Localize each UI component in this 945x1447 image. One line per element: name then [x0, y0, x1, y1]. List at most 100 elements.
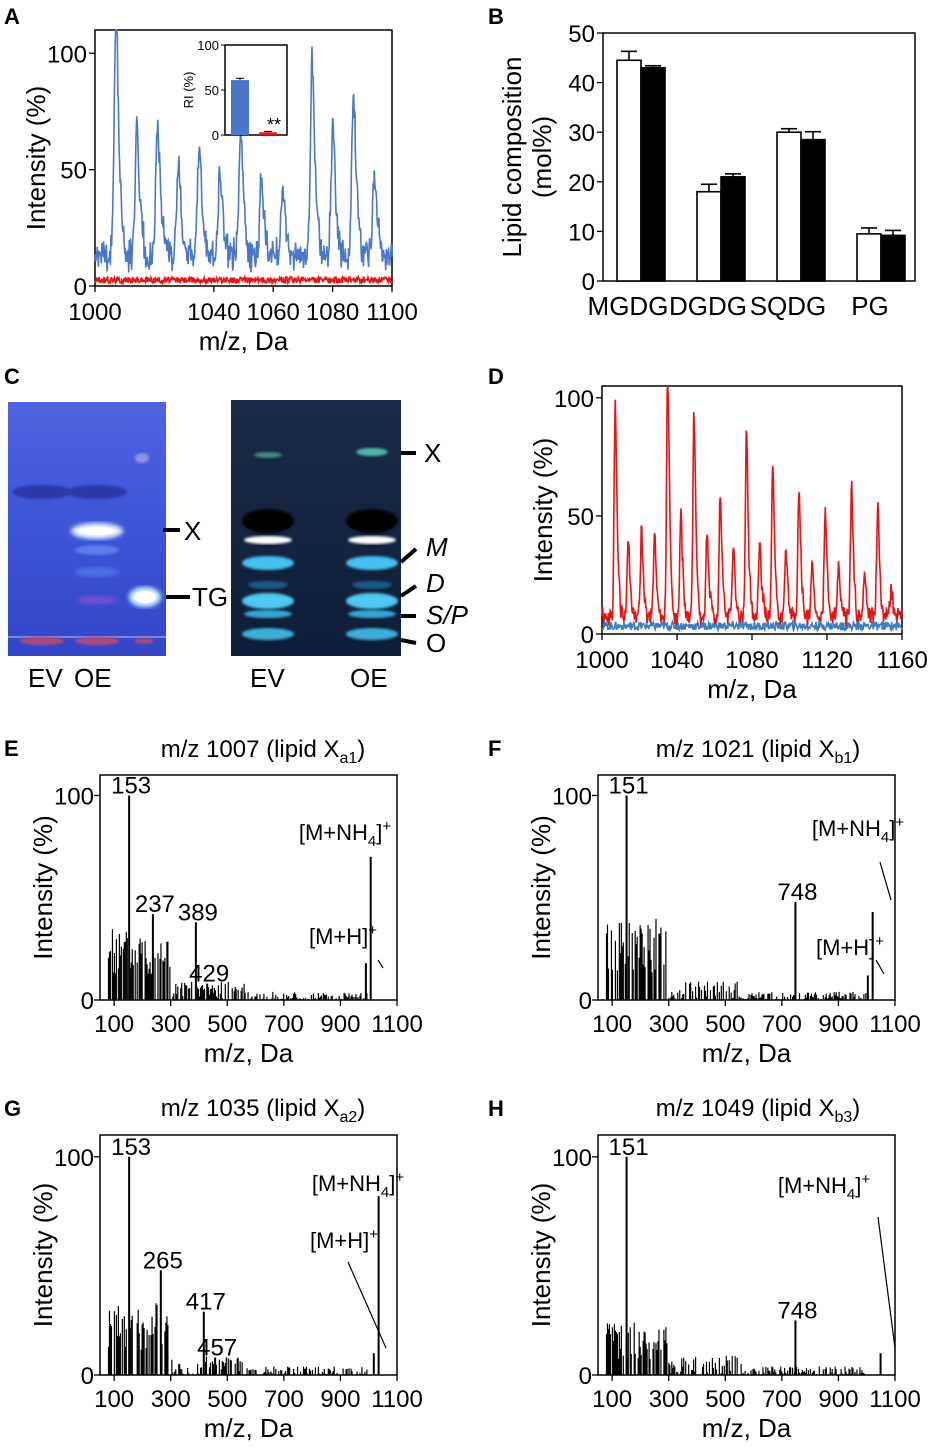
- panel-d-spectrum: 1000 1040 1080 1120 1160 0 50 100 m/z, Da Intensi…: [528, 385, 928, 704]
- x-tick-label: 500: [705, 1386, 745, 1413]
- x-tick-label: 1100: [366, 299, 418, 326]
- peak-label: 265: [143, 1247, 183, 1274]
- bar-black: [640, 66, 666, 282]
- x-tick-label: 300: [649, 1386, 689, 1413]
- chart-title: m/z 1021 (lipid Xb1): [656, 736, 861, 767]
- peak-label: 237: [135, 891, 175, 918]
- y-axis-label-line2: (mol%): [527, 116, 557, 198]
- peak-label: 748: [777, 879, 817, 906]
- panel-letter-d: D: [488, 364, 504, 389]
- x-tick-label: 100: [592, 1011, 632, 1038]
- ion-label: [M+NH4]+: [299, 818, 392, 850]
- bar-chart-b-frame: [602, 32, 916, 282]
- x-axis-label: m/z, Da: [702, 1038, 792, 1068]
- x-tick-label: 1040: [650, 647, 703, 674]
- peak-label: 748: [777, 1297, 817, 1324]
- panel-letter-c: C: [4, 364, 20, 389]
- x-axis-label: m/z, Da: [707, 674, 797, 704]
- ion-label: [M+H]+: [310, 1226, 378, 1253]
- tlc-lane-ev-right: EV: [250, 663, 285, 693]
- y-tick-label: 10: [568, 219, 595, 246]
- x-tick-label: 700: [264, 1386, 304, 1413]
- y-tick-label: 30: [568, 120, 595, 147]
- y-tick-label: 0: [74, 274, 87, 301]
- x-tick-label: 100: [94, 1011, 134, 1038]
- x-axis-label: m/z, Da: [199, 326, 289, 356]
- tlc-mark-o: O: [426, 628, 446, 658]
- panel-b-bar-chart: 0 10 20 30 40 50 Lipid composition (mol%) MGDG DG…: [497, 21, 916, 321]
- panel-h-ms2: m/z 1049 (lipid Xb3) 100 300 500 700 900 1100 0…: [526, 1095, 921, 1443]
- panel-g-ms2: m/z 1035 (lipid Xa2) 100 300 500 700 900 1100 0…: [28, 1095, 423, 1443]
- bar-white: [776, 131, 802, 282]
- inset-bar: [259, 132, 277, 135]
- ion-label: [M+NH4]+: [312, 1169, 405, 1201]
- y-tick-label: 0: [81, 1363, 94, 1390]
- ion-label: [M+H]+: [816, 933, 884, 960]
- ion-leader-line: [875, 959, 885, 975]
- category-label: MGDG: [588, 291, 669, 321]
- x-tick-label: 1060: [247, 299, 300, 326]
- x-tick-label: 900: [818, 1011, 858, 1038]
- x-tick-label: 700: [762, 1011, 802, 1038]
- tlc-mark-x-left: X: [184, 516, 201, 546]
- x-tick-label: 500: [207, 1386, 247, 1413]
- ion-label: [M+NH4]+: [812, 814, 905, 846]
- y-axis-label: Intensity (%): [28, 815, 58, 960]
- x-tick-label: 1100: [869, 1386, 921, 1413]
- bar-black: [720, 176, 746, 282]
- inset-y-tick-label: 50: [205, 83, 219, 98]
- y-tick-label: 100: [552, 1145, 592, 1172]
- y-tick-label: 0: [579, 1363, 592, 1390]
- y-tick-label: 0: [581, 622, 594, 649]
- peak-label: 151: [609, 772, 649, 799]
- x-axis-label: m/z, Da: [204, 1038, 294, 1068]
- inset-y-tick-label: 0: [212, 128, 219, 143]
- bar-white: [616, 59, 642, 282]
- panel-c-tlc: X TG EV OE X M D: [8, 400, 469, 693]
- y-tick-label: 100: [54, 1145, 94, 1172]
- series-blue-line: [94, 29, 393, 273]
- ion-leader-line: [879, 861, 892, 901]
- category-label: PG: [851, 291, 889, 321]
- tlc-mark-d: D: [426, 568, 445, 598]
- x-tick-label: 900: [320, 1386, 360, 1413]
- y-tick-label: 0: [81, 988, 94, 1015]
- y-tick-label: 40: [568, 71, 595, 98]
- x-axis-label: m/z, Da: [702, 1413, 792, 1442]
- y-tick-label: 0: [582, 269, 595, 296]
- peak-label: 151: [609, 1134, 649, 1161]
- inset-y-tick-label: 100: [197, 38, 219, 53]
- y-tick-label: 50: [60, 158, 87, 185]
- y-tick-label: 100: [554, 386, 594, 413]
- x-tick-label: 1080: [306, 299, 359, 326]
- x-tick-label: 100: [592, 1386, 632, 1413]
- x-axis-label: m/z, Da: [204, 1413, 294, 1442]
- y-tick-label: 100: [54, 783, 94, 810]
- ion-label: [M+NH4]+: [778, 1171, 871, 1203]
- y-tick-label: 20: [568, 170, 595, 197]
- bar-black: [800, 138, 826, 282]
- panel-letter-f: F: [488, 736, 501, 761]
- x-tick-label: 900: [320, 1011, 360, 1038]
- x-tick-label: 1000: [575, 647, 628, 674]
- x-tick-label: 700: [264, 1011, 304, 1038]
- x-tick-label: 1100: [371, 1011, 423, 1038]
- tlc-right-plate: [231, 400, 401, 656]
- x-tick-label: 1040: [187, 299, 240, 326]
- tlc-mark-x-right: X: [424, 438, 441, 468]
- tlc-mark-m: M: [426, 532, 448, 562]
- peak-label: 153: [111, 772, 151, 799]
- panel-f-ms2: m/z 1021 (lipid Xb1) 100 300 500 700 900 1100 0…: [526, 736, 921, 1068]
- x-tick-label: 500: [705, 1011, 745, 1038]
- series-red-line: [601, 385, 903, 629]
- tlc-mark-tg: TG: [192, 582, 228, 612]
- chart-title: m/z 1035 (lipid Xa2): [161, 1095, 366, 1126]
- peak-label: 153: [111, 1134, 151, 1161]
- x-tick-label: 700: [762, 1386, 802, 1413]
- ion-label: [M+H]+: [309, 922, 377, 949]
- spectrum-A-frame: [94, 29, 393, 287]
- peak-label: 457: [197, 1335, 237, 1362]
- bar-white: [856, 233, 882, 282]
